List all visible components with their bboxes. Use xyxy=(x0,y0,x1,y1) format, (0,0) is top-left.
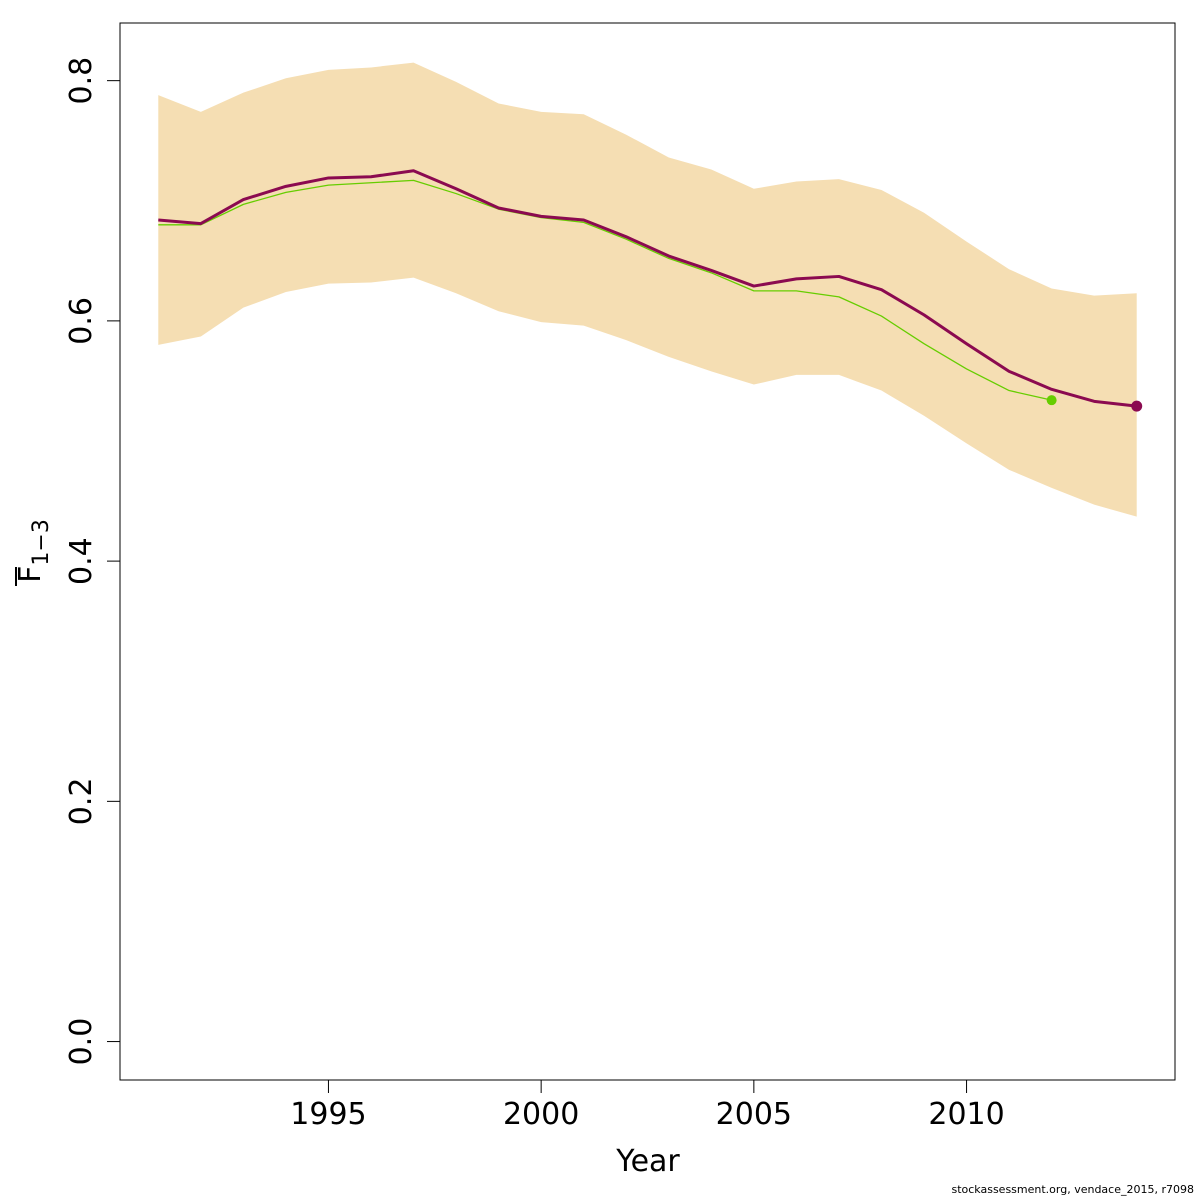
x-axis-title: Year xyxy=(615,1144,680,1179)
y-axis: 0.0 0.2 0.4 0.6 0.8 xyxy=(64,57,120,1066)
plot-frame xyxy=(119,22,1176,1081)
y-axis-title-main: F xyxy=(13,566,48,583)
series-layer xyxy=(158,169,1143,412)
y-tick-label: 0.4 xyxy=(64,537,99,585)
x-tick-label: 2000 xyxy=(503,1097,579,1132)
confidence-band xyxy=(158,62,1137,517)
previous-estimate-line xyxy=(158,179,1052,401)
y-tick-label: 0.8 xyxy=(64,57,99,105)
y-tick-label: 0.6 xyxy=(64,297,99,345)
y-axis-title: F1−3 xyxy=(13,519,54,586)
current-estimate-line xyxy=(158,169,1137,408)
current-estimate-end-point xyxy=(1131,400,1143,412)
y-tick-label: 0.2 xyxy=(64,777,99,825)
y-tick-label: 0.0 xyxy=(64,1018,99,1066)
x-tick-label: 2005 xyxy=(716,1097,792,1132)
x-tick-label: 1995 xyxy=(290,1097,366,1132)
footer-credit: stockassessment.org, vendace_2015, r7098 xyxy=(951,1183,1194,1196)
y-axis-title-subscript: 1−3 xyxy=(29,519,54,565)
confidence-band-layer xyxy=(158,62,1137,517)
previous-estimate-end-point xyxy=(1046,395,1057,406)
x-tick-label: 2010 xyxy=(928,1097,1004,1132)
x-axis: 1995 2000 2005 2010 xyxy=(290,1080,1005,1132)
svg-text:F1−3: F1−3 xyxy=(13,519,54,583)
